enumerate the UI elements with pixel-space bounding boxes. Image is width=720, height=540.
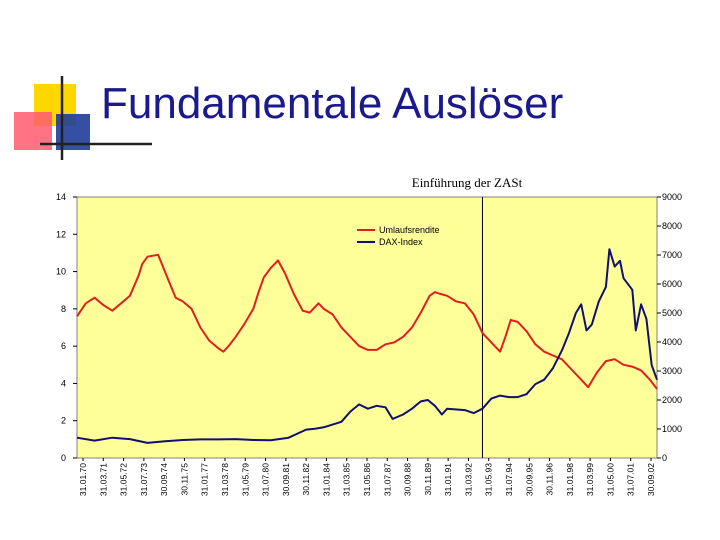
y-right-tick-label: 0 (662, 453, 667, 463)
y-left-tick-label: 12 (56, 229, 66, 239)
x-tick-label: 30.09.02 (646, 463, 656, 496)
x-tick-label: 31.07.87 (382, 463, 392, 496)
x-tick-label: 30.11.96 (545, 463, 555, 496)
series-line-umlaufsrendite (76, 253, 658, 390)
x-tick-label: 31.05.86 (362, 463, 372, 496)
annotation-label: Einführung der ZASt (412, 175, 523, 190)
y-right-tick-label: 2000 (662, 395, 682, 405)
y-right-tick-label: 7000 (662, 250, 682, 260)
legend-box (355, 224, 473, 252)
x-tick-label: 31.05.93 (484, 463, 494, 496)
x-tick-label: 30.09.95 (524, 463, 534, 496)
x-tick-label: 31.07.80 (261, 463, 271, 496)
x-tick-label: 31.05.72 (119, 463, 129, 496)
y-right-tick-label: 6000 (662, 279, 682, 289)
x-tick-label: 31.01.77 (200, 463, 210, 496)
x-tick-label: 30.11.75 (179, 463, 189, 496)
y-left-tick-label: 4 (61, 378, 66, 388)
x-tick-label: 30.11.82 (301, 463, 311, 496)
x-tick-label: 31.01.70 (78, 463, 88, 496)
x-tick-label: 31.05.79 (240, 463, 250, 496)
x-tick-label: 31.07.73 (139, 463, 149, 496)
x-tick-label: 31.01.91 (443, 463, 453, 496)
y-left-tick-label: 0 (61, 453, 66, 463)
y-right-tick-label: 1000 (662, 424, 682, 434)
x-tick-label: 31.01.84 (321, 463, 331, 496)
y-right-tick-label: 4000 (662, 337, 682, 347)
x-tick-label: 30.11.89 (423, 463, 433, 496)
x-tick-label: 31.07.94 (504, 463, 514, 496)
y-right-tick-label: 8000 (662, 221, 682, 231)
logo-graphic (14, 76, 152, 160)
x-tick-label: 30.09.81 (281, 463, 291, 496)
y-right-tick-label: 3000 (662, 366, 682, 376)
x-tick-label: 31.01.98 (565, 463, 575, 496)
y-right-tick-label: 5000 (662, 308, 682, 318)
legend-entry: DAX-Index (379, 237, 423, 247)
y-left-tick-label: 14 (56, 192, 66, 202)
x-tick-label: 31.07.01 (626, 463, 636, 496)
y-right-tick-label: 9000 (662, 192, 682, 202)
x-tick-label: 31.05.00 (605, 463, 615, 496)
legend-entry: Umlaufsrendite (379, 225, 440, 235)
x-tick-label: 31.03.99 (585, 463, 595, 496)
x-tick-label: 30.09.88 (403, 463, 413, 496)
x-tick-label: 31.03.71 (98, 463, 108, 496)
x-tick-label: 31.03.78 (220, 463, 230, 496)
y-left-tick-label: 8 (61, 304, 66, 314)
x-tick-label: 30.09.74 (159, 463, 169, 496)
y-left-tick-label: 6 (61, 341, 66, 351)
y-left-tick-label: 2 (61, 416, 66, 426)
x-tick-label: 31.03.92 (463, 463, 473, 496)
x-tick-label: 31.03.85 (342, 463, 352, 496)
y-left-tick-label: 10 (56, 267, 66, 277)
series-line-dax-index (76, 248, 658, 444)
page-title: Fundamentale Auslöser (101, 79, 564, 128)
